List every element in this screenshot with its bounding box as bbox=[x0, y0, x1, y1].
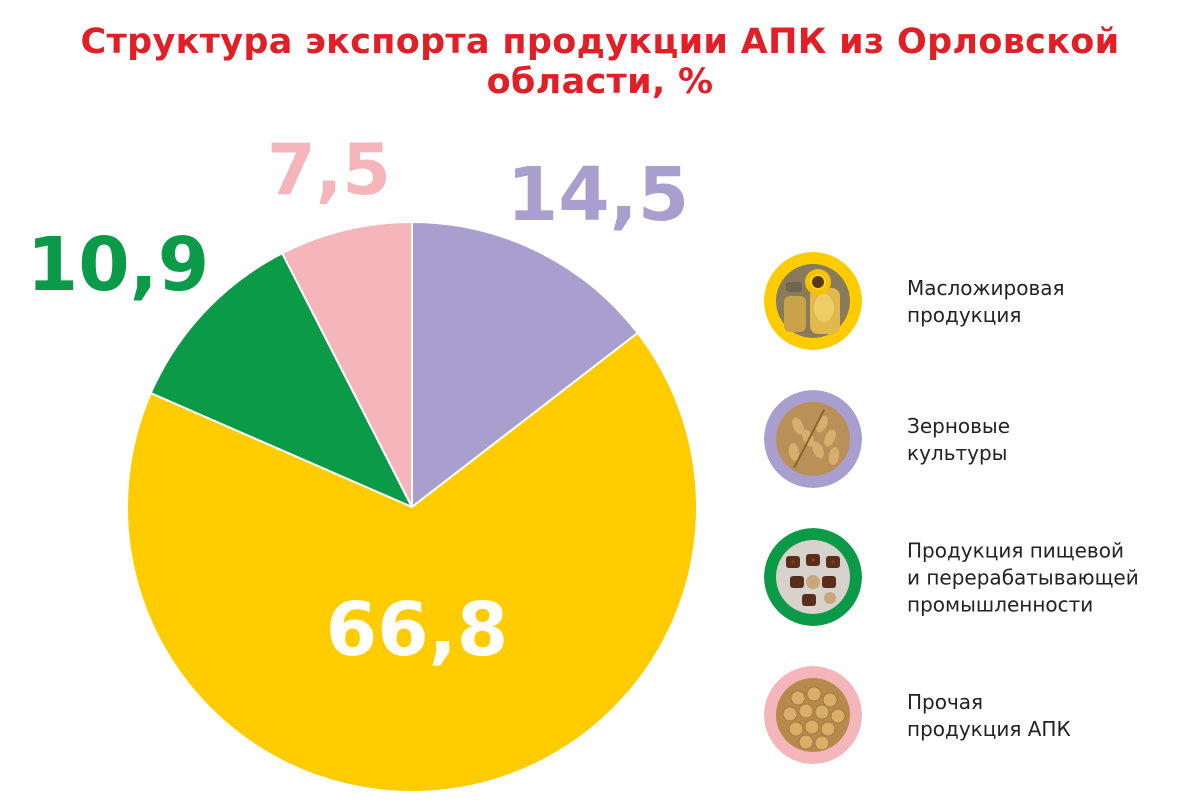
value-label-grain: 14,5 bbox=[507, 152, 690, 238]
legend-item-food-industry: Продукция пищевой и перерабатывающей про… bbox=[764, 528, 1184, 666]
sunflower-oil-icon bbox=[764, 252, 862, 350]
chocolates-icon bbox=[764, 528, 862, 626]
legend-label: Зерновые культуры bbox=[907, 414, 1011, 465]
legend-item-other: Прочая продукция АПК bbox=[764, 666, 1184, 804]
value-label-other: 7,5 bbox=[267, 129, 391, 211]
value-label-oil-fat: 66,8 bbox=[326, 587, 509, 673]
soybeans-icon bbox=[764, 666, 862, 764]
wheat-grain-icon bbox=[764, 390, 862, 488]
legend-label: Продукция пищевой и перерабатывающей про… bbox=[907, 538, 1139, 617]
legend-label: Масложировая продукция bbox=[907, 276, 1065, 327]
legend-label: Прочая продукция АПК bbox=[907, 690, 1071, 741]
slice-other bbox=[281, 221, 413, 508]
legend-item-oil-fat: Масложировая продукция bbox=[764, 252, 1184, 390]
chart-title: Структура экспорта продукции АПК из Орло… bbox=[80, 22, 1120, 102]
slice-food-industry bbox=[149, 252, 413, 508]
slice-grain bbox=[411, 221, 639, 508]
slice-oil-fat bbox=[126, 331, 698, 793]
legend-item-grain: Зерновые культуры bbox=[764, 390, 1184, 528]
value-label-food-industry: 10,9 bbox=[27, 222, 210, 308]
legend: Масложировая продукция Зе bbox=[764, 252, 1184, 804]
